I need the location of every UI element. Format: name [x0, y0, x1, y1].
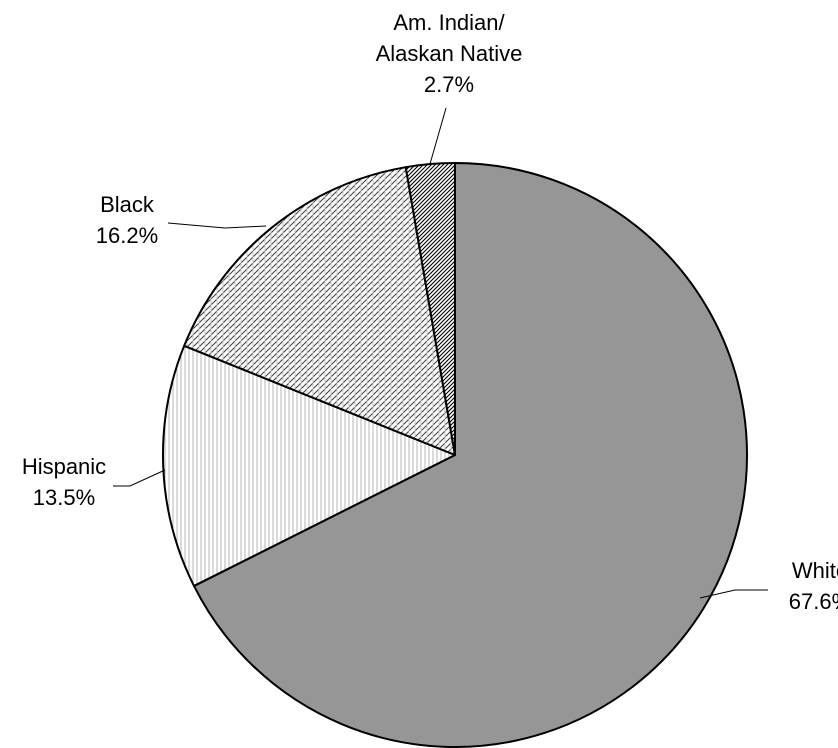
slice-percent-label: 16.2% [96, 223, 158, 248]
pie-slices [162, 162, 748, 748]
leader-lines [113, 107, 768, 599]
slice-name-label: Alaskan Native [376, 41, 523, 66]
slice-label-black: Black 16.2% [96, 192, 158, 248]
slice-name-label: White [792, 558, 838, 583]
slice-percent-label: 2.7% [424, 72, 474, 97]
slice-name-label: Black [100, 192, 155, 217]
leader-line-black [167, 222, 267, 229]
leader-line-am-indian-alaskan-native [429, 107, 447, 165]
slice-percent-label: 67.6% [789, 589, 838, 614]
leader-line-hispanic [113, 469, 166, 487]
pie-slice-hispanic [162, 344, 456, 587]
slice-name-label: Am. Indian/ [393, 10, 505, 35]
slice-percent-label: 13.5% [33, 485, 95, 510]
slice-label-white: White 67.6% [789, 558, 838, 614]
slice-label-hispanic: Hispanic 13.5% [22, 454, 106, 510]
slice-name-label: Hispanic [22, 454, 106, 479]
leader-line-white [699, 589, 768, 599]
pie-slice-black [183, 166, 456, 456]
slice-label-am-indian-alaskan-native: Am. Indian/Alaskan Native 2.7% [376, 10, 523, 97]
pie-slice-white [193, 162, 748, 748]
slice-labels: White 67.6% Hispanic 13.5% Black 16.2% Am. Ind… [22, 10, 838, 614]
